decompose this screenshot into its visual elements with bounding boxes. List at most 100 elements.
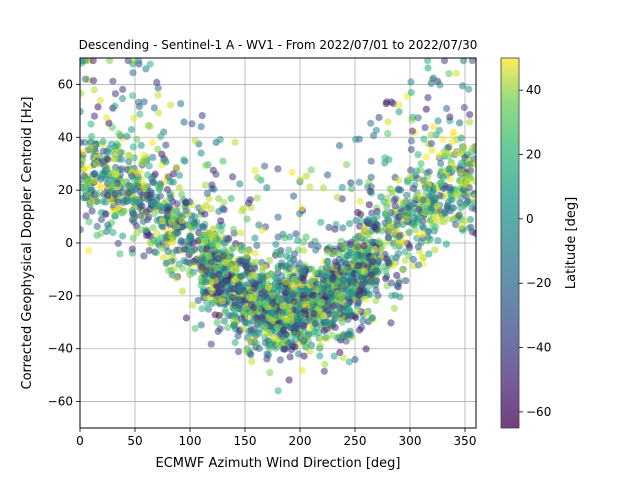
data-point [150,104,158,112]
data-point [234,287,243,295]
data-point [133,229,141,237]
colorbar-tick-label: 0 [526,212,534,226]
data-point [417,238,425,246]
data-point [338,183,346,191]
data-point [274,387,282,395]
data-point [154,145,162,153]
data-point [347,331,355,339]
data-point [270,334,278,342]
data-point [271,280,279,288]
data-point [251,264,259,272]
data-point [248,357,256,365]
data-point [384,118,392,126]
data-point [367,173,375,181]
data-point [387,279,396,287]
data-point [394,250,402,258]
data-point [147,175,156,183]
data-point [188,120,196,128]
data-point [317,218,325,226]
data-point [409,184,418,193]
data-point [251,249,259,257]
data-point [418,253,426,261]
data-point [157,132,165,141]
data-point [441,209,449,217]
data-point [97,229,105,238]
data-point [197,321,205,329]
data-point [140,151,148,159]
data-point [363,309,371,317]
data-point [180,238,188,246]
data-point [115,129,123,138]
data-point [92,160,101,168]
data-point [156,192,165,200]
data-point [162,259,170,268]
data-point [286,353,294,361]
data-point [274,313,282,321]
data-point [222,270,230,278]
data-point [296,318,304,326]
data-point [191,222,199,230]
data-point [471,199,476,207]
data-point [311,268,319,276]
data-point [453,148,461,157]
data-point [422,189,430,197]
x-tick-label: 100 [179,434,202,448]
data-point [384,258,392,267]
data-point [316,352,324,360]
data-point [234,332,242,340]
data-point [472,159,476,168]
data-point [105,119,113,127]
data-point [180,245,188,253]
data-point [338,333,346,341]
data-point [198,254,206,262]
data-point [141,157,149,165]
data-point [261,162,269,170]
data-point [352,216,360,224]
data-point [208,181,216,189]
data-point [154,84,162,92]
data-point [259,263,267,271]
data-point [442,240,450,248]
data-point [443,104,451,113]
data-point [103,114,111,122]
data-point [395,232,403,240]
data-point [128,245,136,253]
data-point [252,258,260,266]
data-point [220,252,228,260]
data-point [163,185,171,194]
data-point [119,232,127,240]
data-point [180,118,188,126]
data-point [323,264,331,272]
data-point [203,288,211,296]
data-point [116,250,124,258]
y-tick-label: 20 [58,183,73,197]
data-point [300,352,308,360]
data-point [218,204,227,213]
data-point [197,123,205,131]
data-point [427,204,435,212]
data-point [357,210,365,218]
data-point [368,314,376,322]
data-point [455,177,463,185]
chart-title: Descending - Sentinel-1 A - WV1 - From 2… [79,38,478,52]
data-point [399,266,407,274]
data-point [254,174,262,182]
data-point [446,186,455,194]
data-point [429,222,437,230]
data-point [118,155,126,163]
data-point [111,212,119,220]
data-point [318,287,326,295]
data-point [163,212,171,220]
data-point [104,221,112,229]
data-point [137,212,145,220]
data-point [80,148,88,156]
data-point [96,182,105,190]
data-point [266,369,274,377]
colorbar [500,57,520,429]
data-point [94,103,102,111]
data-point [342,259,350,267]
data-point [282,263,290,271]
data-point [149,153,157,161]
data-point [161,233,169,242]
